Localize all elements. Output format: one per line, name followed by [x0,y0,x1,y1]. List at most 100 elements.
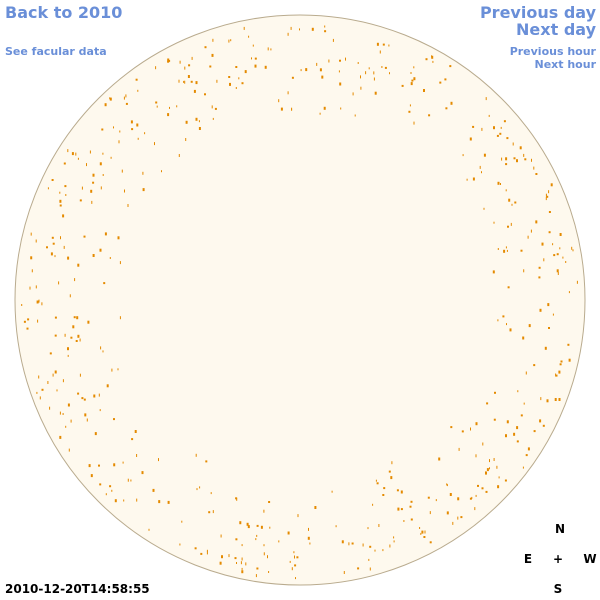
facula [148,528,150,531]
facula [338,70,340,73]
facula [142,171,144,175]
facula [251,57,252,60]
facula [504,479,507,482]
facula [474,507,476,511]
next-day-link[interactable]: Next day [516,20,596,39]
facula [67,354,69,357]
facula [357,62,359,64]
facula [63,162,66,165]
facula [263,544,265,547]
previous-day-link[interactable]: Previous day [479,3,596,22]
facula [63,245,65,249]
facula [235,538,238,541]
facula [264,65,267,69]
facula [365,71,367,75]
facula [245,562,247,566]
facula [295,577,296,580]
facula [195,81,198,85]
facula [291,567,293,571]
facula [205,460,208,463]
facula [486,468,489,472]
facula [56,389,58,392]
facula [67,403,70,407]
compass-west: W [583,552,597,566]
facula [200,552,203,555]
facula [206,549,208,552]
facula [299,28,300,31]
facula [373,77,375,81]
facula [472,177,475,181]
facula [493,126,495,130]
compass-south: S [553,582,563,596]
next-hour-link[interactable]: Next hour [534,58,597,71]
previous-hour-link[interactable]: Previous hour [509,45,596,58]
facula [550,183,553,187]
facula [86,418,88,422]
facula [79,338,81,342]
facula [50,252,53,256]
facula [178,154,180,157]
facula [179,60,181,64]
facula [393,536,395,539]
facula [568,358,571,362]
facula [88,464,91,468]
facula [254,57,257,60]
facula [158,500,161,504]
facula [360,86,362,90]
facular-link[interactable]: See facular data [5,45,107,58]
facula [54,370,57,374]
facula [103,282,106,285]
facula [307,536,310,540]
facula [196,488,198,491]
facula [211,105,213,109]
facula [400,508,403,511]
facula [524,158,527,161]
facula [368,67,370,70]
facula [481,127,483,131]
facula [314,506,317,509]
facula [556,269,559,273]
facula [505,434,507,438]
facula [345,57,346,61]
facula [488,114,490,117]
facula [378,524,380,527]
facula [513,157,516,160]
timestamp: 2010-12-20T14:58:55 [5,582,150,596]
facula [388,470,391,473]
facula [576,280,578,284]
facula [539,308,542,312]
facula [560,360,563,363]
facula [54,334,57,337]
facula [559,363,562,366]
facula [37,319,39,323]
facula [99,483,102,486]
facula [83,398,86,401]
facula [316,62,318,66]
facula [545,193,547,197]
facula [466,178,468,181]
facula [117,368,119,371]
facula [477,484,479,487]
facula [236,497,238,501]
facula [296,556,299,559]
back-link[interactable]: Back to 2010 [5,3,123,22]
facula [461,430,464,433]
facula [256,534,258,537]
facula [519,146,522,150]
facula [62,413,64,415]
facula [77,334,80,338]
facula [497,319,499,322]
facula [512,142,514,146]
facula [124,189,125,193]
facula [472,125,475,128]
facula [505,189,507,192]
facula [246,522,249,526]
facula [152,488,155,492]
facula [94,432,97,436]
facula [109,485,112,488]
facula [188,64,191,67]
compass-east: E [523,552,533,566]
facula [195,117,198,121]
facula [438,457,441,461]
